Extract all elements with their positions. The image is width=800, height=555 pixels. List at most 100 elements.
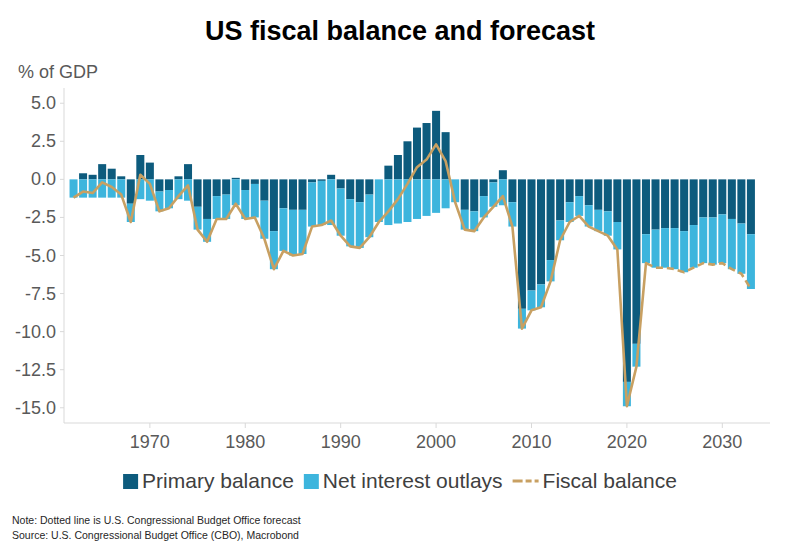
y-axis-label: % of GDP (18, 62, 98, 82)
legend-item: Primary balance (123, 469, 294, 492)
bar (718, 214, 726, 263)
bar (403, 141, 411, 179)
plot-area (70, 111, 755, 406)
bar (79, 173, 87, 179)
x-axis-line (64, 423, 770, 424)
y-tick (60, 103, 64, 104)
bar (556, 179, 564, 220)
legend-item: Net interest outlays (304, 469, 503, 492)
bar (89, 175, 97, 180)
x-tick-label: 2030 (702, 432, 742, 452)
bar (203, 179, 211, 219)
bar (718, 179, 726, 214)
bar (423, 123, 431, 179)
bar (575, 196, 583, 216)
bar (299, 179, 307, 209)
bar (222, 179, 230, 194)
bar (289, 210, 297, 256)
legend-swatch (513, 480, 523, 483)
bar (117, 176, 125, 179)
bar (680, 231, 688, 272)
y-tick-label: -7.5 (25, 284, 56, 304)
bar (279, 179, 287, 208)
note: Note: Dotted line is U.S. Congressional … (12, 514, 301, 526)
bar (346, 179, 354, 199)
chart: US fiscal balance and forecast% of GDP-1… (0, 0, 800, 555)
x-tick-label: 1970 (130, 432, 170, 452)
bar (661, 228, 669, 268)
bar (327, 175, 335, 180)
x-tick (149, 423, 150, 428)
bar (79, 179, 87, 197)
bar (537, 179, 545, 284)
bar (308, 182, 316, 226)
bar (146, 163, 154, 180)
bar (690, 179, 698, 225)
bar (489, 179, 497, 182)
bar (356, 202, 364, 248)
bar (108, 169, 116, 180)
bar (671, 179, 679, 228)
y-tick-label: 2.5 (31, 131, 56, 151)
bar (499, 170, 507, 179)
y-tick (60, 331, 64, 332)
line (74, 144, 751, 406)
legend-swatch (304, 474, 319, 489)
x-tick-label: 2020 (607, 432, 647, 452)
legend-item: Fiscal balance (513, 469, 677, 492)
x-tick (245, 423, 246, 428)
legend-swatch (526, 480, 539, 483)
bar (308, 179, 316, 182)
bar (318, 179, 326, 181)
y-tick-label: 0.0 (31, 169, 56, 189)
y-tick (60, 369, 64, 370)
bar (566, 179, 574, 202)
bar (652, 230, 660, 268)
bar (337, 179, 345, 188)
bar (375, 179, 383, 222)
bar (699, 179, 707, 217)
y-tick (60, 217, 64, 218)
bar (423, 179, 431, 216)
bar (127, 179, 135, 203)
legend-label: Primary balance (142, 469, 294, 492)
y-tick-label: -10.0 (15, 322, 56, 342)
bar (213, 179, 221, 196)
bar (327, 179, 335, 225)
bar (232, 178, 240, 180)
bar (642, 234, 650, 263)
bar (709, 217, 717, 264)
bar (337, 189, 345, 236)
x-tick (531, 423, 532, 428)
bar (690, 225, 698, 268)
bar (661, 179, 669, 228)
bar (547, 179, 555, 260)
bar (728, 219, 736, 269)
x-tick-label: 1980 (225, 432, 265, 452)
bar (279, 208, 287, 251)
bar (527, 291, 535, 311)
y-axis-line (64, 88, 65, 423)
bar (413, 179, 421, 219)
bar (747, 179, 755, 234)
bar (728, 179, 736, 219)
bar (613, 179, 621, 222)
bar (346, 199, 354, 246)
x-tick-label: 2000 (416, 432, 456, 452)
bar (384, 166, 392, 180)
bar (394, 155, 402, 179)
source: Source: U.S. Congressional Budget Office… (12, 529, 299, 541)
y-tick-label: -5.0 (25, 246, 56, 266)
bar (318, 181, 326, 225)
y-tick (60, 255, 64, 256)
bar (632, 179, 640, 343)
bar (174, 176, 182, 179)
bar (365, 179, 373, 194)
bar (594, 210, 602, 231)
y-tick (60, 293, 64, 294)
bar (260, 179, 268, 200)
bar (251, 179, 259, 184)
x-tick-label: 2010 (511, 432, 551, 452)
x-tick (340, 423, 341, 428)
bar (194, 179, 202, 206)
